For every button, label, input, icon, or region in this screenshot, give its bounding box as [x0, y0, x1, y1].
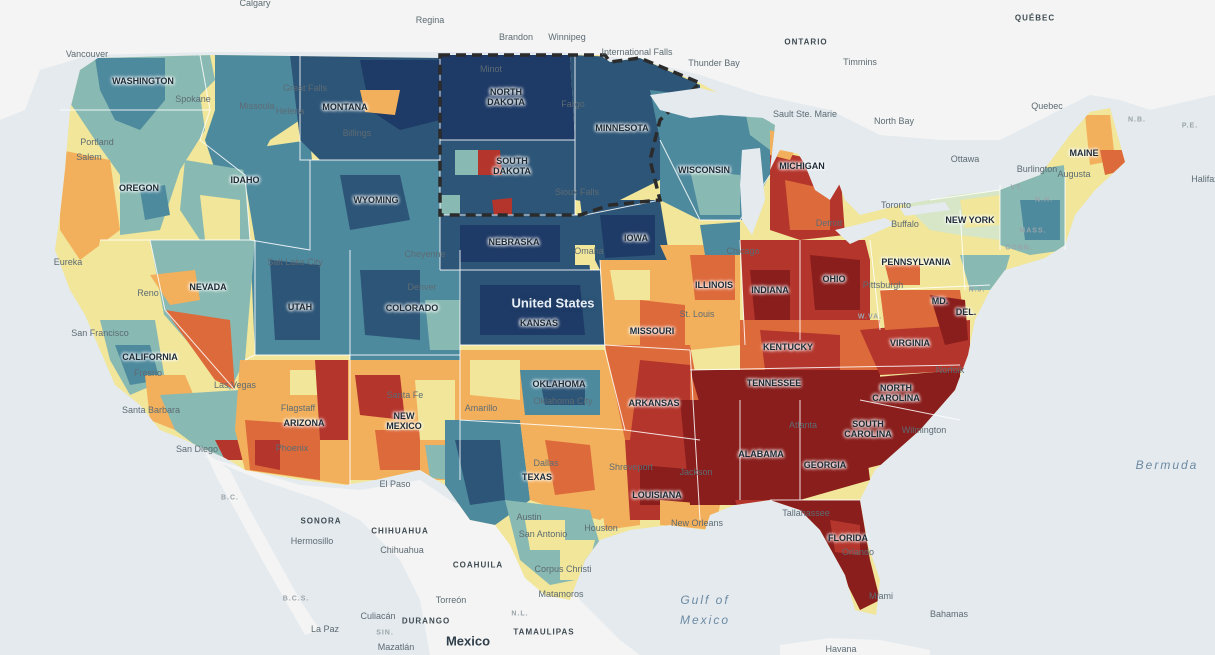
land-south — [200, 455, 640, 655]
cuba — [780, 638, 930, 655]
baja-peninsula — [205, 452, 320, 635]
land-north — [0, 0, 1215, 140]
lake-ontario — [900, 202, 950, 216]
lake-michigan — [740, 148, 765, 235]
lake-superior — [650, 88, 780, 118]
lake-erie — [835, 218, 895, 244]
great-lakes — [650, 88, 950, 244]
lake-huron — [790, 140, 845, 200]
selected-region-outline[interactable] — [438, 53, 704, 217]
state-borders — [60, 54, 1066, 521]
